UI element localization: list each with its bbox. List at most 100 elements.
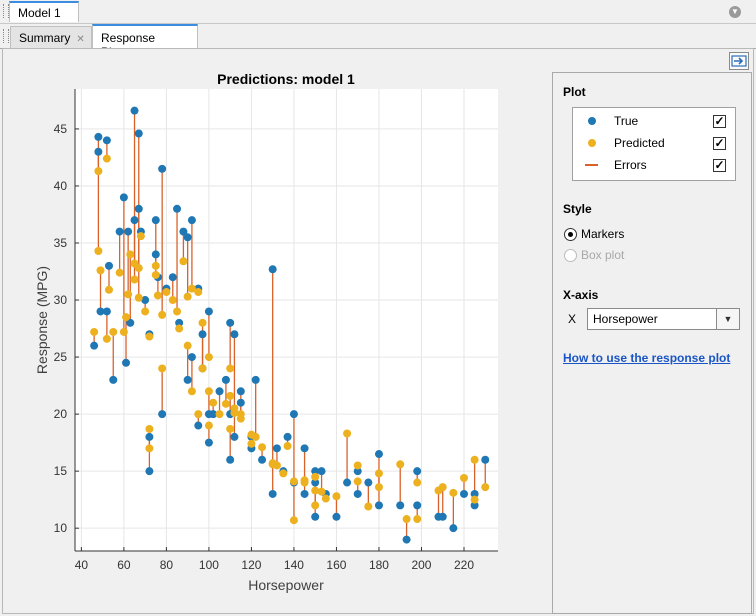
errors-checkbox[interactable]: ✓: [713, 158, 726, 172]
true-point: [158, 164, 167, 173]
predicted-point: [321, 494, 330, 503]
true-point: [115, 227, 124, 236]
help-link[interactable]: How to use the response plot: [563, 351, 731, 365]
x-tick-label: 100: [199, 558, 219, 572]
predicted-checkbox[interactable]: ✓: [713, 136, 726, 150]
predicted-point: [102, 154, 111, 163]
predicted-point: [413, 515, 422, 524]
y-tick-label: 40: [54, 179, 68, 193]
predicted-point: [136, 232, 145, 241]
predicted-point: [194, 288, 203, 297]
true-point: [102, 307, 111, 316]
true-point: [268, 265, 277, 274]
predicted-point: [374, 483, 383, 492]
true-point: [209, 410, 218, 419]
true-point: [158, 410, 167, 419]
markers-label: Markers: [581, 227, 625, 241]
predicted-point: [173, 307, 182, 316]
true-point: [272, 444, 281, 453]
true-point: [413, 467, 422, 476]
y-tick-label: 20: [54, 407, 68, 421]
predicted-point: [124, 290, 133, 299]
predicted-point: [158, 310, 167, 319]
x-axis-label: Horsepower: [248, 577, 324, 593]
tab-grip-icon[interactable]: [3, 29, 9, 43]
true-point: [204, 307, 213, 316]
true-marker-icon: [588, 117, 596, 125]
predicted-point: [251, 432, 260, 441]
x-axis-section-title: X-axis: [563, 288, 599, 302]
true-point: [194, 421, 203, 430]
predicted-point: [119, 327, 128, 336]
true-point: [374, 501, 383, 510]
predicted-point: [179, 257, 188, 266]
predicted-point: [209, 398, 218, 407]
close-icon[interactable]: ✕: [76, 34, 85, 45]
document-tab-model-1[interactable]: Model 1: [9, 1, 79, 22]
y-tick-label: 35: [54, 236, 68, 250]
x-axis-letter: X: [568, 312, 577, 326]
true-point: [413, 501, 422, 510]
true-checkbox[interactable]: ✓: [713, 114, 726, 128]
true-point: [311, 467, 320, 476]
predicted-point: [470, 455, 479, 464]
predicted-point: [459, 473, 468, 482]
predicted-point: [311, 486, 320, 495]
undock-button[interactable]: [729, 52, 749, 70]
true-point: [353, 467, 362, 476]
true-point: [283, 432, 292, 441]
document-tab-strip: [0, 0, 756, 24]
predicted-point: [90, 327, 99, 336]
true-point: [183, 375, 192, 384]
predicted-point: [470, 495, 479, 504]
predicted-point: [153, 291, 162, 300]
predicted-point: [438, 483, 447, 492]
box-plot-label: Box plot: [581, 248, 625, 262]
predicted-point: [402, 515, 411, 524]
true-point: [317, 467, 326, 476]
predicted-point: [279, 469, 288, 478]
true-point: [221, 375, 230, 384]
predicted-point: [226, 391, 235, 400]
true-point: [251, 375, 260, 384]
predicted-point: [204, 353, 213, 362]
predicted-point: [183, 341, 192, 350]
true-point: [141, 296, 150, 305]
x-tick-label: 220: [454, 558, 474, 572]
true-point: [175, 318, 184, 327]
true-point: [226, 318, 235, 327]
true-point: [481, 455, 490, 464]
style-section-title: Style: [563, 202, 592, 216]
predicted-point: [247, 439, 256, 448]
response-plot-chart[interactable]: 40 60 80 100 120 140 160 180 200 220 10 15 20 25 30 35 4…: [0, 0, 552, 616]
x-tick-label: 200: [411, 558, 431, 572]
predicted-point: [311, 501, 320, 510]
predicted-point: [230, 408, 239, 417]
true-point: [105, 261, 114, 270]
true-point: [268, 489, 277, 498]
predicted-point: [122, 313, 131, 322]
drag-grip-icon[interactable]: [3, 4, 9, 18]
predicted-point: [198, 364, 207, 373]
plot-legend-options: [572, 107, 736, 181]
true-point: [130, 216, 139, 225]
predicted-point: [289, 477, 298, 486]
true-point: [236, 387, 245, 396]
x-axis-dropdown[interactable]: Horsepower ▼: [587, 308, 740, 330]
chevron-down-icon[interactable]: ▼: [729, 6, 741, 18]
y-tick-label: 10: [54, 521, 68, 535]
predicted-point: [96, 266, 105, 275]
predicted-point: [168, 296, 177, 305]
predicted-point: [226, 424, 235, 433]
true-point: [459, 489, 468, 498]
y-tick-label: 25: [54, 350, 68, 364]
markers-radio[interactable]: [564, 228, 577, 241]
predicted-point: [187, 284, 196, 293]
tab-summary[interactable]: Summary ✕: [10, 26, 92, 48]
box-plot-radio[interactable]: [564, 249, 577, 262]
true-point: [187, 353, 196, 362]
chevron-down-icon[interactable]: ▼: [716, 309, 739, 329]
predicted-point: [194, 410, 203, 419]
predicted-point: [151, 261, 160, 270]
predicted-point: [145, 332, 154, 341]
